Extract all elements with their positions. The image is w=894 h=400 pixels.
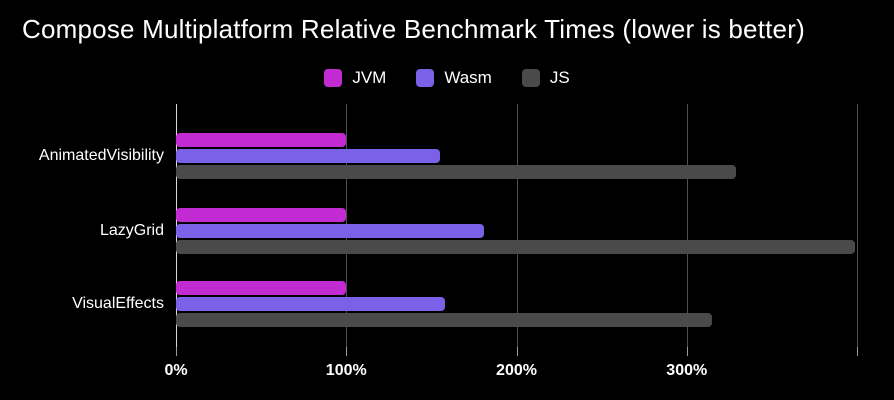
legend-label: Wasm <box>444 68 492 87</box>
x-tick-label-200: 200% <box>496 362 537 379</box>
bar-jvm-visualeffects <box>176 281 347 295</box>
legend-label: JS <box>549 68 570 87</box>
bar-jvm-animatedvisibility <box>176 133 347 147</box>
legend-item-js: JS <box>521 68 570 88</box>
bar-js-animatedvisibility <box>176 165 737 179</box>
category-label-lazygrid: LazyGrid <box>99 222 164 239</box>
bar-js-lazygrid <box>176 240 856 254</box>
x-axis-tick <box>686 347 688 356</box>
gridline-200 <box>516 104 518 347</box>
legend-label: JVM <box>352 68 387 87</box>
legend-swatch-wasm <box>416 69 435 87</box>
legend-swatch-jvm <box>324 69 343 87</box>
legend-item-wasm: Wasm <box>416 68 492 88</box>
bar-jvm-lazygrid <box>176 208 347 222</box>
category-axis: AnimatedVisibility LazyGrid VisualEffects <box>0 104 170 347</box>
legend: JVM Wasm JS <box>0 68 894 88</box>
bar-wasm-visualeffects <box>176 297 445 311</box>
x-tick-label-0: 0% <box>164 362 188 379</box>
category-label-animatedvisibility: AnimatedVisibility <box>38 147 164 164</box>
x-axis-tick <box>857 347 858 356</box>
x-axis-tick <box>346 347 348 356</box>
legend-swatch-js <box>521 69 540 87</box>
bar-wasm-animatedvisibility <box>176 149 440 163</box>
chart-title: Compose Multiplatform Relative Benchmark… <box>22 14 805 44</box>
x-tick-label-100: 100% <box>325 362 367 379</box>
bar-js-visualeffects <box>176 313 713 327</box>
gridline-300 <box>686 104 688 347</box>
plot-area: 0% 100% 200% 300% <box>164 104 858 379</box>
x-tick-label-300: 300% <box>666 362 708 379</box>
category-label-visualeffects: VisualEffects <box>72 295 164 312</box>
x-axis-tick <box>516 347 518 356</box>
x-axis-tick <box>176 347 177 356</box>
gridline-400 <box>857 104 858 347</box>
legend-item-jvm: JVM <box>324 68 386 88</box>
bar-wasm-lazygrid <box>176 224 485 238</box>
